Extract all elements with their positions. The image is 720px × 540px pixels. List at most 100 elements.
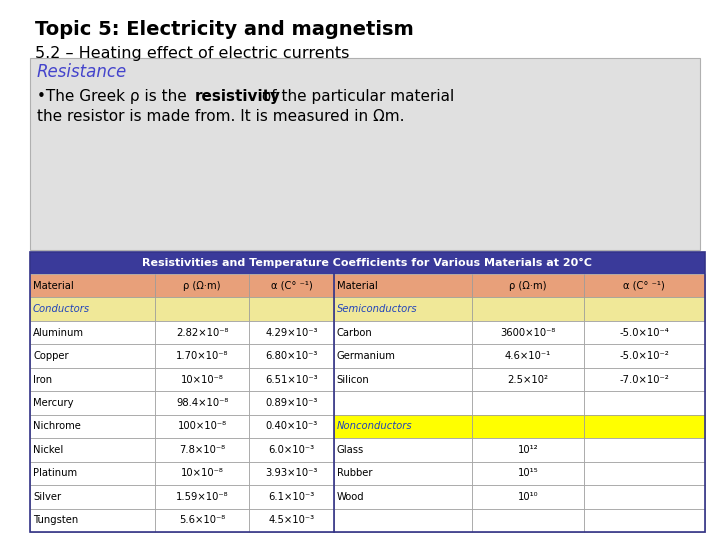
Bar: [334, 368, 472, 392]
Bar: [583, 274, 705, 298]
Text: -5.0×10⁻²: -5.0×10⁻²: [619, 351, 669, 361]
Bar: [334, 321, 472, 345]
Text: Germanium: Germanium: [337, 351, 395, 361]
Bar: [155, 345, 249, 368]
Text: -5.0×10⁻⁴: -5.0×10⁻⁴: [619, 328, 669, 338]
Bar: [30, 392, 155, 415]
Text: Glass: Glass: [337, 445, 364, 455]
Bar: [472, 321, 583, 345]
Bar: [30, 509, 155, 532]
Text: the resistor is made from. It is measured in Ωm.: the resistor is made from. It is measure…: [37, 109, 405, 124]
Bar: [30, 58, 700, 250]
Text: Nonconductors: Nonconductors: [337, 421, 413, 431]
Text: of the particular material: of the particular material: [257, 89, 454, 104]
Bar: [30, 345, 155, 368]
Bar: [583, 462, 705, 485]
Text: 5.6×10⁻⁸: 5.6×10⁻⁸: [179, 515, 225, 525]
Text: Semiconductors: Semiconductors: [337, 304, 418, 314]
Bar: [155, 462, 249, 485]
Bar: [334, 462, 472, 485]
Bar: [472, 415, 583, 438]
Text: •The Greek ρ is the: •The Greek ρ is the: [37, 89, 192, 104]
Bar: [30, 485, 155, 509]
Bar: [583, 509, 705, 532]
Text: Copper: Copper: [33, 351, 68, 361]
Text: Silver: Silver: [33, 492, 61, 502]
Bar: [583, 392, 705, 415]
Text: 98.4×10⁻⁸: 98.4×10⁻⁸: [176, 398, 228, 408]
Text: 0.40×10⁻³: 0.40×10⁻³: [266, 421, 318, 431]
Text: 1.70×10⁻⁸: 1.70×10⁻⁸: [176, 351, 228, 361]
Bar: [30, 252, 705, 274]
Bar: [249, 462, 334, 485]
Text: 6.1×10⁻³: 6.1×10⁻³: [269, 492, 315, 502]
Text: Carbon: Carbon: [337, 328, 372, 338]
Text: 4.6×10⁻¹: 4.6×10⁻¹: [505, 351, 551, 361]
Bar: [249, 368, 334, 392]
Text: Platinum: Platinum: [33, 468, 77, 478]
Text: Resistance: Resistance: [37, 63, 127, 81]
Bar: [155, 509, 249, 532]
Bar: [249, 392, 334, 415]
Bar: [155, 392, 249, 415]
Text: 10×10⁻⁸: 10×10⁻⁸: [181, 468, 224, 478]
Text: 10×10⁻⁸: 10×10⁻⁸: [181, 375, 224, 384]
Bar: [155, 274, 249, 298]
Bar: [334, 345, 472, 368]
Bar: [583, 298, 705, 321]
Bar: [583, 485, 705, 509]
Text: 2.82×10⁻⁸: 2.82×10⁻⁸: [176, 328, 228, 338]
Bar: [249, 415, 334, 438]
Bar: [155, 485, 249, 509]
Text: ρ (Ω·m): ρ (Ω·m): [184, 281, 221, 291]
Text: 5.2 – Heating effect of electric currents: 5.2 – Heating effect of electric current…: [35, 46, 349, 61]
Bar: [583, 321, 705, 345]
Bar: [334, 392, 472, 415]
Bar: [472, 368, 583, 392]
Bar: [334, 485, 472, 509]
Bar: [472, 298, 583, 321]
Bar: [249, 438, 334, 462]
Bar: [334, 509, 472, 532]
Text: 6.0×10⁻³: 6.0×10⁻³: [269, 445, 315, 455]
Bar: [472, 509, 583, 532]
Text: 10¹²: 10¹²: [518, 445, 538, 455]
Text: 2.5×10²: 2.5×10²: [508, 375, 549, 384]
Text: Rubber: Rubber: [337, 468, 372, 478]
Text: 4.29×10⁻³: 4.29×10⁻³: [265, 328, 318, 338]
Bar: [249, 345, 334, 368]
Bar: [155, 438, 249, 462]
Text: 3600×10⁻⁸: 3600×10⁻⁸: [500, 328, 556, 338]
Text: Material: Material: [33, 281, 73, 291]
Text: Nickel: Nickel: [33, 445, 63, 455]
Text: Nichrome: Nichrome: [33, 421, 81, 431]
Bar: [472, 462, 583, 485]
Text: Silicon: Silicon: [337, 375, 369, 384]
Bar: [472, 438, 583, 462]
Text: ρ (Ω·m): ρ (Ω·m): [509, 281, 546, 291]
Bar: [472, 485, 583, 509]
Text: Tungsten: Tungsten: [33, 515, 78, 525]
Text: 100×10⁻⁸: 100×10⁻⁸: [178, 421, 227, 431]
Text: -7.0×10⁻²: -7.0×10⁻²: [619, 375, 669, 384]
Text: Resistivities and Temperature Coefficients for Various Materials at 20°C: Resistivities and Temperature Coefficien…: [143, 258, 593, 268]
Bar: [155, 321, 249, 345]
Bar: [30, 252, 705, 532]
Text: Iron: Iron: [33, 375, 52, 384]
Bar: [249, 485, 334, 509]
Bar: [334, 438, 472, 462]
Text: Mercury: Mercury: [33, 398, 73, 408]
Text: α (C° ⁻¹): α (C° ⁻¹): [271, 281, 312, 291]
Bar: [30, 438, 155, 462]
Text: 7.8×10⁻⁸: 7.8×10⁻⁸: [179, 445, 225, 455]
Text: Material: Material: [337, 281, 377, 291]
Bar: [155, 298, 249, 321]
Text: 10¹⁵: 10¹⁵: [518, 468, 538, 478]
Bar: [249, 509, 334, 532]
Bar: [583, 345, 705, 368]
Text: 10¹⁰: 10¹⁰: [518, 492, 538, 502]
Bar: [583, 368, 705, 392]
Text: 6.51×10⁻³: 6.51×10⁻³: [265, 375, 318, 384]
Bar: [583, 415, 705, 438]
Bar: [155, 415, 249, 438]
